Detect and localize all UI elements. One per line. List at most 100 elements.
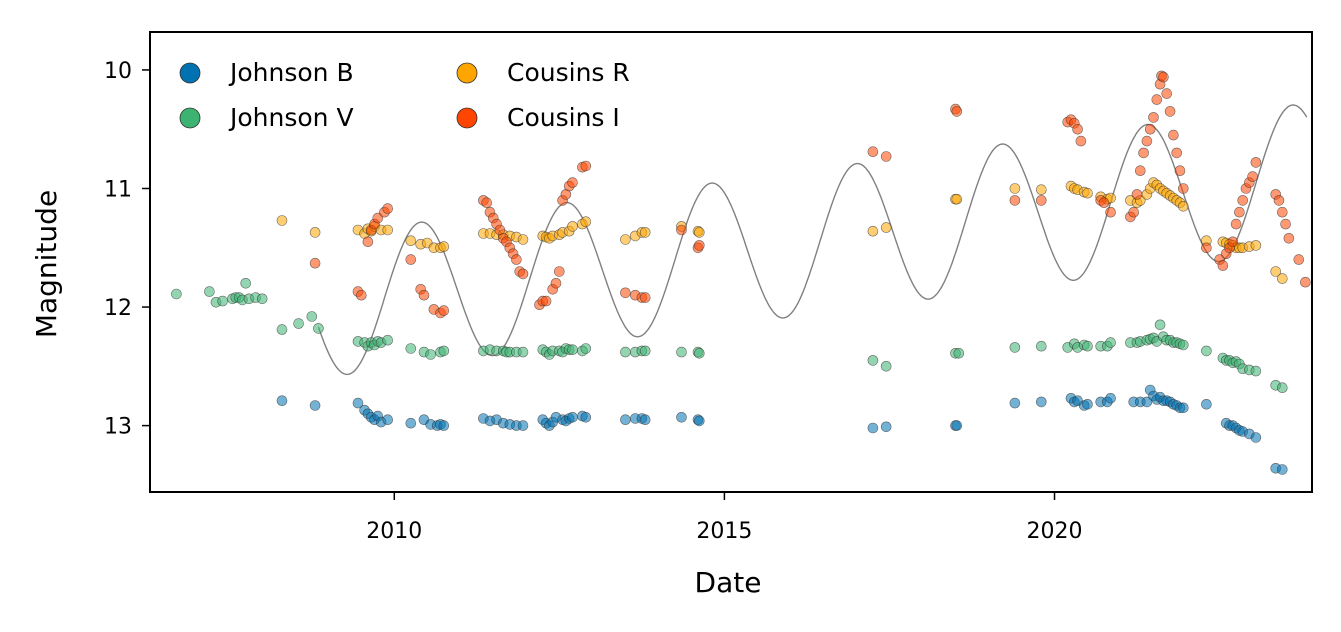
data-point-johnson-v xyxy=(425,349,436,360)
data-point-cousins-i xyxy=(309,257,321,269)
data-point-johnson-v xyxy=(382,334,394,346)
data-point-johnson-b xyxy=(620,414,631,426)
data-point-cousins-i xyxy=(1098,197,1110,208)
legend-label-cousins-i: Cousins I xyxy=(507,103,620,132)
data-point-johnson-v xyxy=(217,295,228,307)
data-point-johnson-v xyxy=(867,355,879,366)
legend: Johnson B Johnson V Cousins R Cousins I xyxy=(179,58,630,132)
data-point-cousins-i xyxy=(1201,242,1212,254)
data-point-cousins-r xyxy=(1270,266,1281,277)
data-point-cousins-i xyxy=(693,240,705,251)
data-point-johnson-v xyxy=(1277,382,1288,394)
data-point-johnson-b xyxy=(352,397,364,409)
data-point-cousins-i xyxy=(1105,206,1116,218)
data-point-cousins-r xyxy=(951,193,963,205)
plot-background xyxy=(150,32,1312,492)
data-point-johnson-b xyxy=(1250,432,1262,443)
y-axis-ticks: 10 11 12 13 xyxy=(104,59,150,440)
data-point-cousins-r xyxy=(309,227,321,238)
legend-label-johnson-v: Johnson V xyxy=(228,103,354,132)
data-point-cousins-i xyxy=(1164,106,1176,117)
data-point-cousins-i xyxy=(1280,218,1291,230)
legend-label-cousins-r: Cousins R xyxy=(507,58,630,87)
data-point-johnson-v xyxy=(405,343,417,354)
data-point-cousins-r xyxy=(517,234,529,245)
legend-marker-johnson-b xyxy=(179,62,201,84)
data-point-cousins-i xyxy=(1217,260,1229,271)
data-point-cousins-i xyxy=(1283,233,1295,244)
data-point-cousins-i xyxy=(1300,276,1311,288)
data-point-johnson-b xyxy=(867,422,879,434)
data-point-johnson-b xyxy=(1277,464,1288,475)
y-tick-label: 11 xyxy=(104,177,132,202)
data-point-johnson-v xyxy=(880,360,892,372)
data-point-cousins-i xyxy=(880,151,892,162)
data-point-cousins-r xyxy=(405,235,417,246)
data-point-cousins-i xyxy=(1293,254,1305,265)
data-point-johnson-b xyxy=(693,415,705,427)
data-point-cousins-i xyxy=(567,177,578,188)
series-cousins-i xyxy=(309,70,1311,319)
data-point-cousins-i xyxy=(1009,195,1021,206)
data-point-johnson-v xyxy=(620,346,631,358)
data-point-johnson-v xyxy=(953,347,965,359)
data-point-cousins-i xyxy=(1230,218,1242,230)
data-point-cousins-i xyxy=(553,266,565,277)
y-tick-label: 10 xyxy=(104,59,132,84)
data-point-cousins-i xyxy=(481,197,493,208)
data-point-johnson-b xyxy=(405,417,417,429)
data-point-cousins-i xyxy=(1227,236,1239,248)
data-point-cousins-r xyxy=(1082,187,1093,199)
data-point-johnson-b xyxy=(567,411,578,423)
data-point-johnson-v xyxy=(517,346,529,358)
data-point-cousins-i xyxy=(1135,165,1146,176)
x-tick-label: 2010 xyxy=(366,519,422,544)
data-point-cousins-r xyxy=(1250,240,1262,251)
data-point-cousins-i xyxy=(1072,123,1083,135)
data-point-cousins-r xyxy=(580,216,592,227)
data-point-cousins-i xyxy=(418,289,430,301)
data-point-cousins-i xyxy=(580,160,592,172)
data-point-johnson-v xyxy=(1178,339,1189,351)
data-point-johnson-v xyxy=(293,318,304,329)
data-point-cousins-i xyxy=(1247,171,1258,182)
data-point-cousins-r xyxy=(867,225,879,237)
data-point-johnson-b xyxy=(1036,396,1047,408)
y-tick-label: 12 xyxy=(104,296,132,321)
data-point-cousins-i xyxy=(1234,206,1245,218)
data-point-johnson-b xyxy=(1178,402,1189,414)
data-point-cousins-i xyxy=(1075,135,1087,147)
data-point-cousins-r xyxy=(1009,183,1021,194)
data-point-cousins-i xyxy=(1161,88,1172,99)
data-point-cousins-i xyxy=(362,236,374,248)
data-point-johnson-v xyxy=(567,344,578,356)
data-point-johnson-b xyxy=(676,411,687,423)
data-point-cousins-r xyxy=(438,241,450,252)
data-point-cousins-r xyxy=(880,222,892,233)
data-point-cousins-i xyxy=(372,212,384,224)
points-layer xyxy=(171,70,1311,475)
data-point-johnson-v xyxy=(1009,342,1021,353)
data-point-cousins-i xyxy=(1174,165,1186,176)
data-point-cousins-i xyxy=(676,224,687,236)
data-point-cousins-i xyxy=(1277,206,1288,218)
data-point-johnson-v xyxy=(693,347,705,359)
series-johnson-v xyxy=(171,277,1288,394)
data-point-johnson-b xyxy=(517,420,529,431)
data-point-cousins-i xyxy=(1148,112,1159,123)
data-point-cousins-i xyxy=(405,254,417,265)
series-johnson-b xyxy=(276,384,1288,475)
data-point-johnson-b xyxy=(309,400,321,411)
data-point-johnson-v xyxy=(1250,365,1262,377)
data-point-cousins-i xyxy=(1158,71,1169,83)
data-point-cousins-i xyxy=(1138,147,1149,159)
data-point-johnson-v xyxy=(313,323,324,334)
data-point-cousins-r xyxy=(1178,201,1189,212)
data-point-johnson-v xyxy=(1105,337,1116,348)
data-point-cousins-i xyxy=(1131,189,1143,200)
data-point-johnson-v xyxy=(580,343,592,354)
data-point-cousins-i xyxy=(1144,123,1156,135)
data-point-cousins-i xyxy=(1273,195,1285,206)
data-point-johnson-v xyxy=(1036,340,1047,352)
